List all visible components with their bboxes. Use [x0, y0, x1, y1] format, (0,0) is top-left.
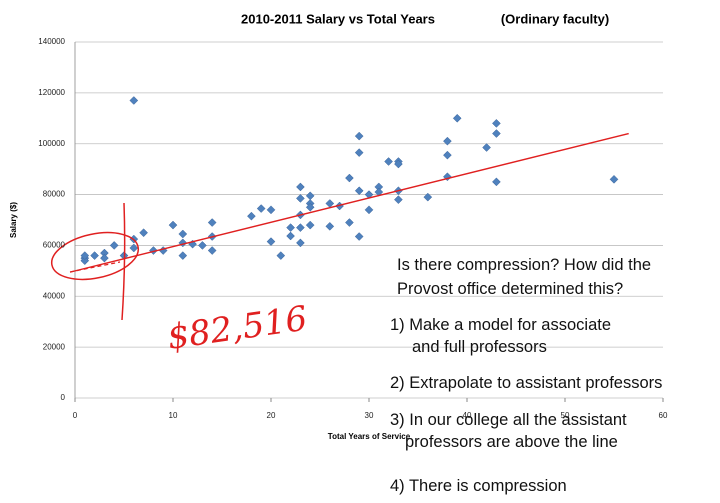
chart-title: 2010-2011 Salary vs Total Years — [241, 11, 435, 26]
point — [443, 136, 452, 146]
point — [354, 232, 364, 241]
point — [178, 238, 188, 248]
point — [207, 246, 217, 255]
point — [452, 113, 462, 123]
y-tick-label: 20000 — [43, 342, 66, 351]
point — [394, 195, 403, 205]
point — [492, 177, 501, 187]
point — [256, 204, 266, 213]
point — [207, 218, 217, 227]
point — [482, 143, 491, 152]
vertical-annotation — [121, 202, 126, 321]
notes: $82,516 Is there compression? How did the… — [165, 256, 662, 495]
point — [129, 243, 139, 253]
trendline — [69, 132, 629, 273]
point — [266, 237, 276, 246]
point — [305, 220, 315, 230]
y-axis-label: Salary ($) — [9, 202, 18, 238]
x-tick-label: 20 — [267, 411, 276, 420]
circle-annotation — [50, 231, 140, 281]
x-tick-label: 0 — [73, 411, 78, 420]
point — [100, 253, 109, 263]
point — [345, 173, 354, 183]
point — [345, 218, 354, 227]
y-tick-label: 120000 — [38, 88, 65, 97]
y-tick-label: 100000 — [38, 139, 65, 148]
point — [305, 191, 315, 201]
note-line: 1) Make a model for associate — [390, 316, 611, 334]
point — [296, 182, 305, 192]
point — [384, 157, 393, 166]
y-tick-label: 60000 — [43, 241, 66, 250]
point — [609, 174, 619, 184]
y-tick-label: 80000 — [43, 190, 66, 199]
point — [198, 241, 207, 250]
point — [394, 159, 403, 169]
point — [139, 228, 148, 238]
note-line: professors are above the line — [405, 433, 618, 451]
point — [325, 199, 335, 208]
note-line: Provost office determined this? — [397, 280, 623, 298]
chart-subtitle: (Ordinary faculty) — [501, 11, 609, 26]
point — [325, 222, 335, 231]
x-tick-label: 60 — [659, 411, 668, 420]
note-line: and full professors — [412, 338, 547, 356]
point — [129, 96, 139, 105]
point — [296, 194, 305, 203]
point — [305, 202, 315, 212]
note-line: 3) In our college all the assistant — [390, 411, 627, 429]
plot-area — [69, 41, 664, 402]
point — [178, 251, 188, 260]
dashed-extrapolation — [69, 261, 121, 273]
point — [80, 251, 90, 260]
point — [492, 119, 501, 128]
point — [178, 229, 188, 239]
y-tick-label: 0 — [61, 393, 66, 402]
point — [443, 150, 452, 160]
point — [276, 251, 286, 260]
point — [492, 129, 501, 138]
point — [354, 186, 364, 196]
note-line: 2) Extrapolate to assistant professors — [390, 374, 662, 392]
note-line: Is there compression? How did the — [397, 256, 651, 274]
point — [296, 238, 305, 248]
x-tick-label: 50 — [561, 411, 570, 420]
point — [80, 256, 90, 266]
y-tick-label: 40000 — [43, 291, 66, 300]
y-tick-label: 140000 — [38, 37, 65, 46]
handwritten-note: $82,516 — [165, 299, 310, 358]
point — [286, 223, 295, 232]
x-tick-label: 30 — [365, 411, 374, 420]
point — [423, 192, 433, 202]
point — [90, 251, 99, 260]
x-axis-label: Total Years of Service — [328, 432, 411, 441]
point — [354, 148, 364, 157]
point — [364, 205, 374, 215]
point — [296, 223, 305, 232]
x-tick-label: 40 — [463, 411, 472, 420]
point — [286, 231, 295, 241]
point — [247, 211, 256, 221]
point — [168, 220, 178, 230]
x-tick-label: 10 — [169, 411, 178, 420]
point — [354, 131, 364, 141]
point — [266, 205, 276, 215]
note-line: 4) There is compression — [390, 477, 567, 495]
point — [109, 241, 119, 250]
